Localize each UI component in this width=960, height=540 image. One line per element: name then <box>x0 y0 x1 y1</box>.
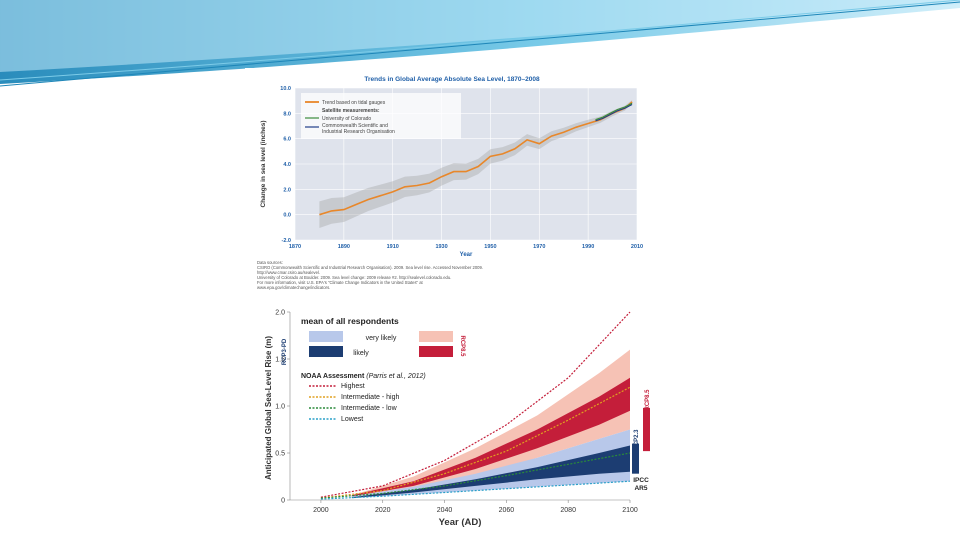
side-label-ipcc: IPCC <box>633 477 649 484</box>
noaa-intermediate-low-line <box>320 452 631 499</box>
x-tick-label: 2040 <box>437 507 453 514</box>
y-tick-label: 10.0 <box>280 86 291 92</box>
x-tick-label: 1990 <box>582 244 594 250</box>
x-tick-label: 2100 <box>622 507 638 514</box>
x-axis-label: Year (AD) <box>439 517 482 528</box>
swatch-likely-blue <box>309 346 343 357</box>
y-tick-label: 4.0 <box>283 162 291 168</box>
rcp23-range-bar <box>632 443 639 474</box>
source-line: For more information, visit U.S. EPA's "… <box>257 280 424 285</box>
x-tick-label: 1970 <box>533 244 545 250</box>
rcp3pd-very-likely-band <box>351 429 630 499</box>
banner-line <box>0 0 960 81</box>
legend-tide: Trend based on tidal gauges <box>322 100 386 106</box>
rcp85-range-bar <box>643 407 650 452</box>
sea-level-trend-chart: Trends in Global Average Absolute Sea Le… <box>245 68 660 290</box>
legend-csiro-1: Commonwealth Scientific and <box>322 123 388 129</box>
noaa-cite: (Parris et al., 2012) <box>366 373 426 380</box>
y-tick-label: 8.0 <box>283 111 291 117</box>
sea-level-projection-chart: 0 0.5 1.0 1.5 2.0 2000 2020 2040 2060 2080 2100 Y… <box>255 300 655 532</box>
x-tick-label: 2000 <box>313 507 329 514</box>
tide-gauge-uncertainty-band <box>319 100 633 228</box>
tide-gauge-line <box>319 101 633 216</box>
legend-noaa-title: NOAA Assessment (Parris et al., 2012) <box>301 373 426 380</box>
legend-likely: likely <box>353 350 369 357</box>
x-tick-label: 2060 <box>499 507 515 514</box>
source-line: University of Colorado at Boulder. 2009.… <box>257 275 451 280</box>
y-tick-label: 2.0 <box>283 187 291 193</box>
legend-csiro-2: Industrial Research Organisation <box>322 129 395 135</box>
csiro-line <box>595 104 633 122</box>
y-axis-label: Anticipated Global Sea-Level Rise (m) <box>264 336 273 480</box>
legend: Trend based on tidal gauges Satellite me… <box>301 93 461 139</box>
y-tick-label: 6.0 <box>283 137 291 143</box>
legend-cu: University of Colorado <box>322 116 371 122</box>
data-sources: Data sources: CSIRO (Commonwealth Scient… <box>257 260 483 290</box>
legend-int-high: Intermediate - high <box>341 394 399 401</box>
header-banner <box>0 0 960 87</box>
legend-rcp85: RCP8.5 <box>459 335 465 357</box>
side-label-rcp85: RCP8.5 <box>645 389 651 411</box>
legend-rcp3pd: RCP3-PD <box>282 338 288 365</box>
y-tick-label: 1.5 <box>275 357 285 364</box>
legend-box <box>301 93 461 139</box>
chart-title: Trends in Global Average Absolute Sea Le… <box>364 76 540 83</box>
y-tick-label: 0.0 <box>283 213 291 219</box>
source-line: Data sources: <box>257 260 283 265</box>
legend-lowest: Lowest <box>341 416 363 423</box>
noaa-title: NOAA Assessment <box>301 373 365 380</box>
y-tick-label: 1.0 <box>275 404 285 411</box>
x-tick-label: 2080 <box>560 507 576 514</box>
university-colorado-line <box>595 102 633 121</box>
legend-satellite-header: Satellite measurements: <box>322 108 380 114</box>
banner-wave-light <box>0 0 960 72</box>
x-tick-label: 1950 <box>484 244 496 250</box>
legend-int-low: Intermediate - low <box>341 405 398 412</box>
sea-level-projection-svg: 0 0.5 1.0 1.5 2.0 2000 2020 2040 2060 2080 2100 Y… <box>264 310 651 529</box>
rcp3pd-likely-band <box>351 445 630 499</box>
x-tick-label: 1930 <box>435 244 447 250</box>
y-tick-label: -2.0 <box>282 238 291 244</box>
side-label-rcp23: RCP2.3 <box>634 429 640 451</box>
y-axis-label: Change in sea level (inches) <box>260 120 267 207</box>
swatch-likely-red <box>419 346 453 357</box>
x-tick-label: 1890 <box>338 244 350 250</box>
y-tick-label: 0 <box>281 498 285 505</box>
source-line: CSIRO (Commonwealth Scientific and Indus… <box>257 265 483 270</box>
y-tick-label: 2.0 <box>275 310 285 317</box>
legend-header: mean of all respondents <box>301 316 399 326</box>
legend: mean of all respondents RCP3-PD very lik… <box>282 316 465 423</box>
legend-highest: Highest <box>341 383 365 390</box>
source-line: www.epa.gov/climatechange/indicators. <box>257 285 330 290</box>
x-tick-label: 2010 <box>631 244 643 250</box>
noaa-intermediate-high-line <box>320 386 631 499</box>
x-axis-label: Year <box>460 252 473 258</box>
swatch-very-likely-blue <box>309 331 343 342</box>
source-line: http://www.cmar.csiro.au/sealevel. <box>257 270 320 275</box>
legend-very-likely: very likely <box>366 335 397 342</box>
x-tick-label: 2020 <box>375 507 391 514</box>
swatch-very-likely-red <box>419 331 453 342</box>
x-tick-label: 1910 <box>387 244 399 250</box>
noaa-highest-line <box>320 311 631 498</box>
sea-level-trend-svg: Trends in Global Average Absolute Sea Le… <box>257 76 643 290</box>
y-tick-label: 0.5 <box>275 451 285 458</box>
noaa-lowest-line <box>320 480 631 500</box>
x-tick-label: 1870 <box>289 244 301 250</box>
side-label-ar5: AR5 <box>634 485 647 492</box>
